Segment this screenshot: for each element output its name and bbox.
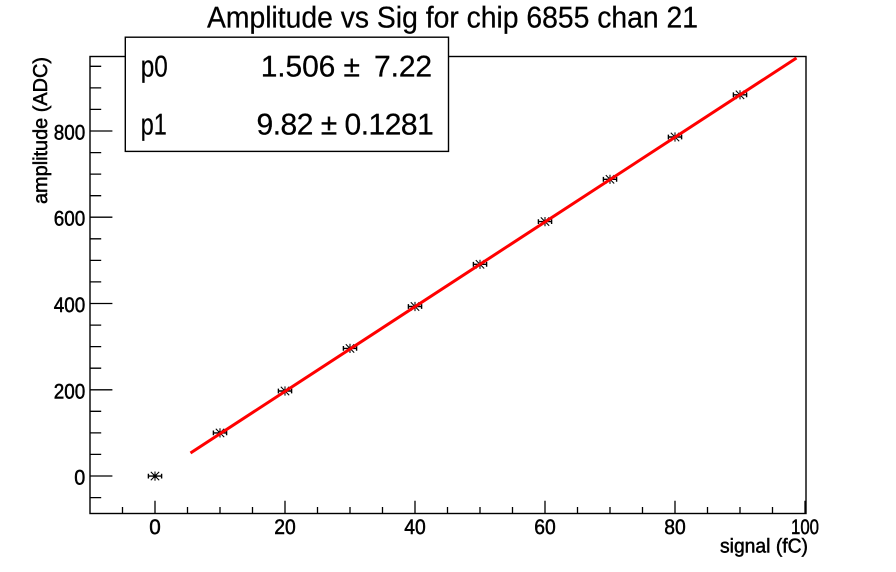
svg-text:60: 60 xyxy=(534,516,556,539)
svg-text:signal (fC): signal (fC) xyxy=(720,536,808,558)
svg-text:800: 800 xyxy=(54,121,86,144)
svg-text:80: 80 xyxy=(664,516,686,539)
svg-text:9.82 ± 0.1281: 9.82 ± 0.1281 xyxy=(257,108,434,141)
svg-text:600: 600 xyxy=(54,208,86,231)
svg-text:400: 400 xyxy=(54,294,86,317)
svg-text:0: 0 xyxy=(149,516,161,539)
svg-text:p1: p1 xyxy=(141,108,167,141)
svg-text:200: 200 xyxy=(54,380,86,403)
svg-text:20: 20 xyxy=(274,516,296,539)
svg-text:1.506 ± 7.22: 1.506 ± 7.22 xyxy=(261,50,432,83)
svg-text:40: 40 xyxy=(404,516,426,539)
svg-text:amplitude (ADC): amplitude (ADC) xyxy=(30,57,52,204)
svg-text:0: 0 xyxy=(74,466,85,489)
svg-text:p0: p0 xyxy=(141,50,168,83)
svg-text:100: 100 xyxy=(791,516,819,539)
svg-text:Amplitude vs Sig for chip 6855: Amplitude vs Sig for chip 6855 chan 21 xyxy=(207,2,698,35)
